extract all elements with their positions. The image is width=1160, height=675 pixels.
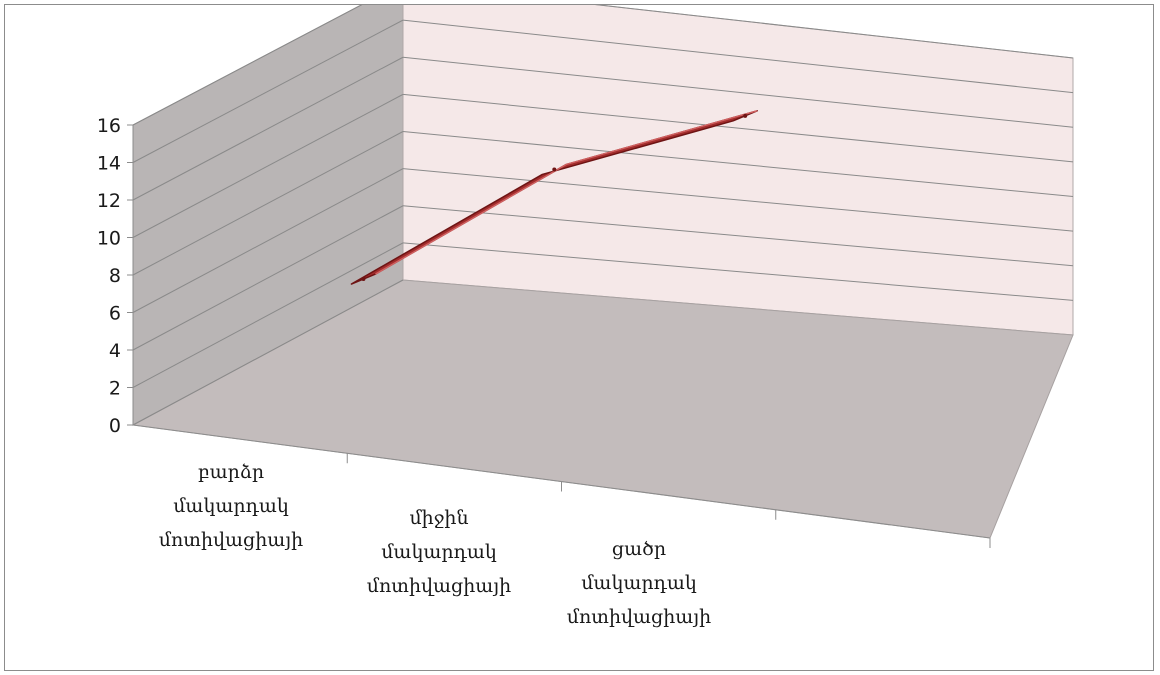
gridline-side [132,205,404,351]
y-tick-label: 10 [97,228,121,250]
x-axis-ticks: բարձր մակարդակ մոտիվացիայի միջին մակարդակ մոտ… [159,453,991,628]
y-tick-label: 8 [109,265,121,287]
chart-area: 0 2 4 6 8 10 12 14 16 բարձր մակարդակ մոտիվացիայի մի… [4,4,1154,671]
y-tick-label: 0 [109,415,121,437]
gridline-side [132,5,363,126]
gridline-back [402,56,1074,128]
gridlines [132,5,1074,426]
chart-walls [131,5,1074,539]
data-point [552,167,557,172]
y-tick-label: 16 [97,115,121,137]
gridline-side [132,279,404,426]
data-point [743,113,748,118]
gridline-back [595,5,1074,59]
series-line-edge [375,110,758,275]
gridline-side [132,131,404,276]
gridline-back [402,242,1074,301]
gridline-back [402,205,1074,267]
y-tick-label: 4 [109,340,121,362]
data-point [361,277,366,282]
back-wall [402,5,1074,336]
gridline-side [132,242,404,388]
gridline-side [132,168,404,313]
gridline-side [132,56,404,201]
gridline-back [402,19,1074,94]
y-tick-label: 12 [97,190,121,212]
chart-plot: 0 2 4 6 8 10 12 14 16 բարձր մակարդակ մոտիվացիայի մի… [97,5,1074,628]
y-tick-label: 2 [109,378,121,400]
y-tick-label: 14 [97,153,121,175]
gridline-back [402,93,1074,163]
gridline-side [132,19,404,163]
gridline-back [402,131,1074,197]
x-tick-label: բարձր մակարդակ մոտիվացիայի [159,461,304,551]
y-axis-ticks: 0 2 4 6 8 10 12 14 16 [97,115,133,437]
gridline-side [132,93,404,238]
series-layer [350,110,758,285]
y-tick-label: 6 [109,303,121,325]
x-tick-label: միջին մակարդակ մոտիվացիայի [367,507,512,597]
gridline-back [402,168,1074,232]
x-tick-label: ցածր մակարդակ մոտիվացիայի [567,538,712,628]
